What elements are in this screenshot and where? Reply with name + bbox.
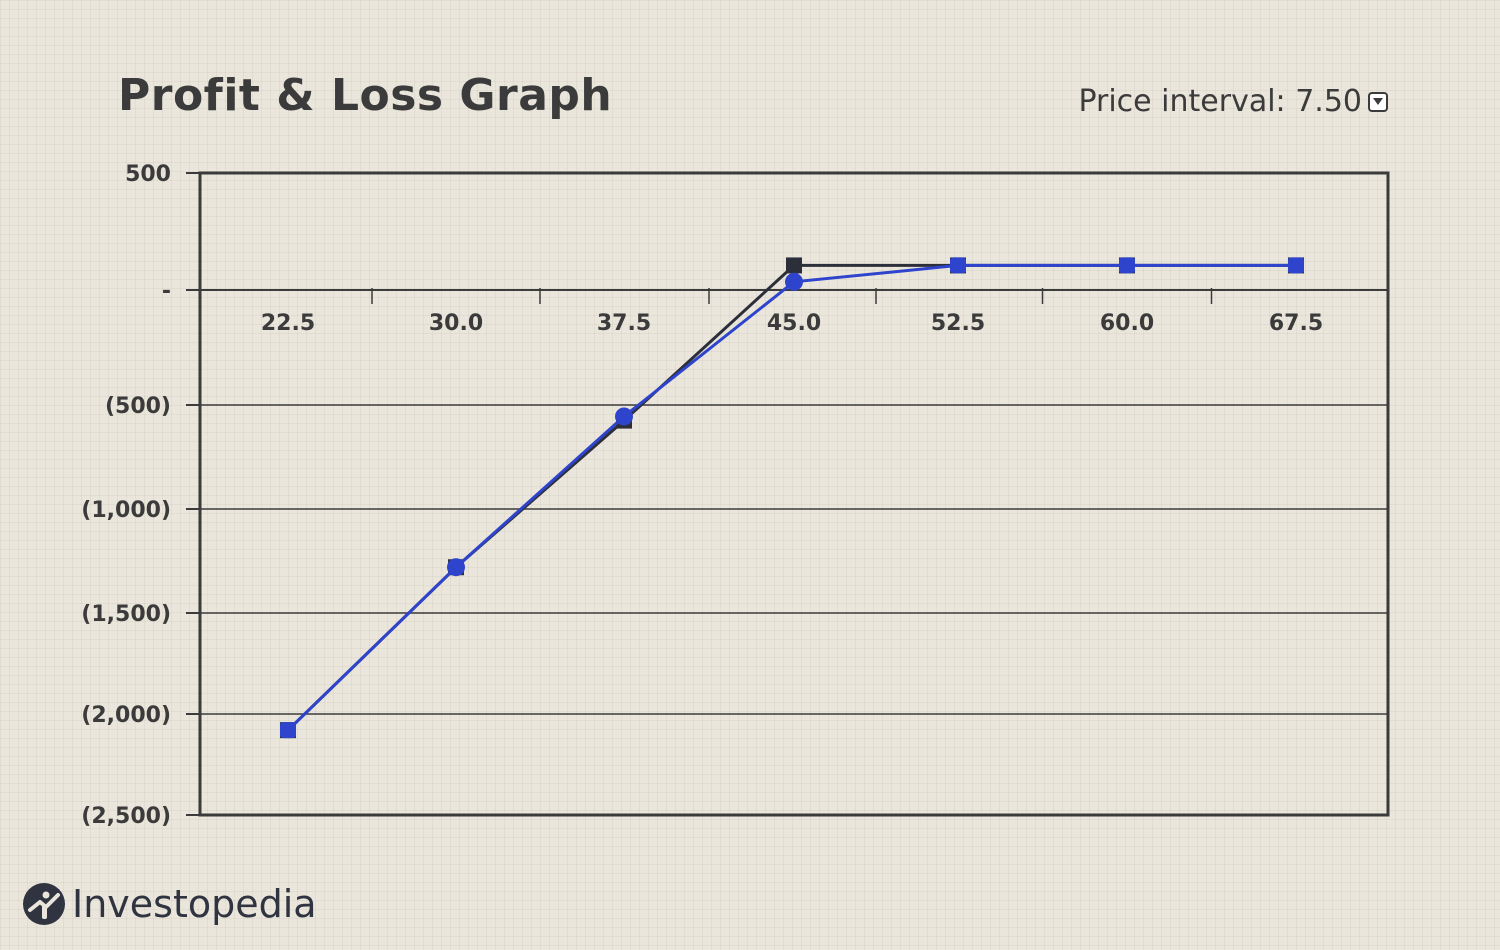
y-tick-label: (1,000) — [81, 498, 171, 523]
series-2-point — [447, 558, 465, 577]
y-tick-label: 500 — [125, 162, 171, 187]
y-tick-label: (500) — [105, 394, 171, 419]
page-title: Profit & Loss Graph — [118, 70, 613, 121]
x-axis-ticks: 22.5 30.0 37.5 45.0 52.5 60.0 67.5 — [261, 288, 1323, 336]
series-2-point — [1288, 257, 1304, 274]
brand-name: Investopedia — [72, 882, 317, 926]
chevron-down-icon[interactable] — [1368, 91, 1388, 112]
series-2-point — [1119, 257, 1135, 274]
x-tick-label: 52.5 — [931, 311, 985, 336]
chart-grid — [200, 289, 1388, 715]
price-interval-label: Price interval: 7.50 — [1078, 84, 1362, 119]
y-axis-ticks: 500 - (500) (1,000) (1,500) (2,000) (2,500) — [81, 162, 200, 829]
series-1-point — [786, 257, 802, 274]
series-2-point — [280, 722, 296, 739]
brand-logo: Investopedia — [22, 882, 317, 926]
x-tick-label: 45.0 — [767, 311, 821, 336]
investopedia-logo-icon — [23, 883, 65, 925]
x-tick-label: 22.5 — [261, 311, 315, 336]
chart-series — [280, 257, 1304, 739]
x-tick-label: 37.5 — [597, 311, 651, 336]
y-tick-label: (2,500) — [81, 804, 171, 829]
y-tick-label: (1,500) — [81, 602, 171, 627]
series-2-point — [615, 407, 633, 426]
plot-frame — [198, 171, 1390, 817]
y-tick-label: (2,000) — [81, 703, 171, 728]
x-tick-label: 67.5 — [1269, 311, 1323, 336]
series-2-point — [785, 272, 803, 291]
y-tick-label: - — [162, 279, 171, 304]
price-interval-control[interactable]: Price interval: 7.50 — [1078, 84, 1388, 119]
x-tick-label: 30.0 — [429, 311, 483, 336]
series-2-point — [950, 257, 966, 274]
x-tick-label: 60.0 — [1100, 311, 1154, 336]
